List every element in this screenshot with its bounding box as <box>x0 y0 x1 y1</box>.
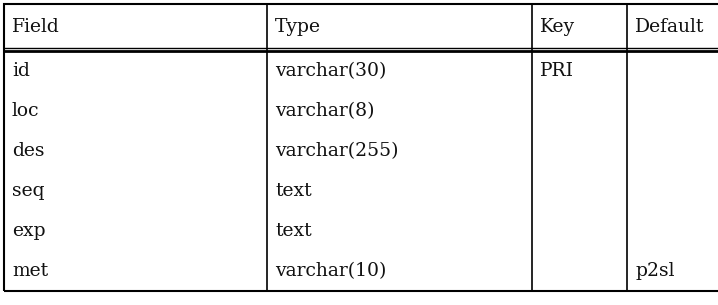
Text: varchar(8): varchar(8) <box>275 102 375 120</box>
Text: loc: loc <box>12 102 39 120</box>
Text: Type: Type <box>275 19 321 37</box>
Text: text: text <box>275 182 312 200</box>
Text: varchar(10): varchar(10) <box>275 262 386 280</box>
Text: varchar(30): varchar(30) <box>275 62 386 80</box>
Text: exp: exp <box>12 222 46 240</box>
Text: text: text <box>275 222 312 240</box>
Text: id: id <box>12 62 30 80</box>
Text: PRI: PRI <box>540 62 574 80</box>
Text: seq: seq <box>12 182 45 200</box>
Text: p2sl: p2sl <box>635 262 674 280</box>
Text: met: met <box>12 262 48 280</box>
Text: Default: Default <box>635 19 704 37</box>
Text: Key: Key <box>540 19 575 37</box>
Text: varchar(255): varchar(255) <box>275 142 398 160</box>
Text: des: des <box>12 142 45 160</box>
Text: Field: Field <box>12 19 60 37</box>
